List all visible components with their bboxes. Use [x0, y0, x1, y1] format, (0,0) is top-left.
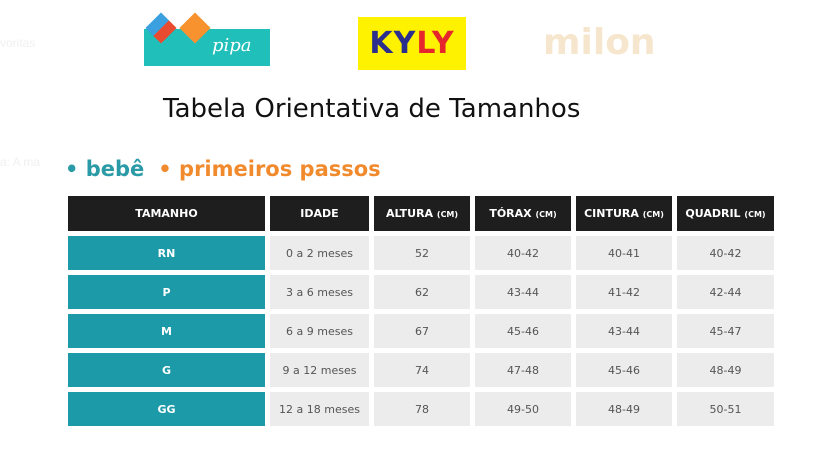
- size-cell: G: [68, 353, 265, 387]
- column-header: TÓRAX (CM): [475, 196, 571, 231]
- column-header-label: TÓRAX: [489, 207, 532, 220]
- column-header: QUADRIL (CM): [677, 196, 774, 231]
- column-header-unit: (CM): [436, 210, 459, 219]
- column-header: ALTURA (CM): [374, 196, 470, 231]
- column-header: TAMANHO: [68, 196, 265, 231]
- column-header: CINTURA (CM): [576, 196, 672, 231]
- table-cell: 43-44: [576, 314, 672, 348]
- table-cell: 49-50: [475, 392, 571, 426]
- kyly-logo: KYLY: [358, 17, 466, 70]
- column-header: IDADE: [270, 196, 369, 231]
- table-row: RN 0 a 2 meses 52 40-42 40-41 40-42: [68, 236, 774, 270]
- column-header-label: IDADE: [300, 207, 339, 220]
- kyly-letters: KY: [369, 26, 417, 61]
- table-cell: 47-48: [475, 353, 571, 387]
- table-cell: 40-42: [475, 236, 571, 270]
- table-header-row: TAMANHO IDADE ALTURA (CM) TÓRAX (CM) CINTURA…: [68, 196, 774, 231]
- table-cell: 48-49: [677, 353, 774, 387]
- table-cell: 45-46: [576, 353, 672, 387]
- table-cell: 43-44: [475, 275, 571, 309]
- column-header-label: CINTURA: [584, 207, 639, 220]
- size-cell: M: [68, 314, 265, 348]
- table-cell: 42-44: [677, 275, 774, 309]
- category-labels: • bebê • primeiros passos: [65, 157, 381, 181]
- column-header-label: ALTURA: [385, 207, 434, 220]
- size-table: TAMANHO IDADE ALTURA (CM) TÓRAX (CM) CINTURA…: [63, 191, 779, 431]
- kite-icon: [179, 12, 211, 44]
- table-cell: 41-42: [576, 275, 672, 309]
- size-cell: GG: [68, 392, 265, 426]
- size-cell: RN: [68, 236, 265, 270]
- background-text: a: A ma: [0, 155, 41, 169]
- table-cell: 9 a 12 meses: [270, 353, 369, 387]
- column-header-unit: (CM): [642, 210, 664, 219]
- background-text: voritas: [0, 36, 36, 50]
- milon-logo: milon: [543, 22, 656, 63]
- table-cell: 0 a 2 meses: [270, 236, 369, 270]
- table-cell: 6 a 9 meses: [270, 314, 369, 348]
- table-cell: 74: [374, 353, 470, 387]
- table-cell: 50-51: [677, 392, 774, 426]
- column-header-label: QUADRIL: [685, 207, 741, 220]
- column-header-unit: (CM): [744, 210, 766, 219]
- table-cell: 45-46: [475, 314, 571, 348]
- kyly-letters: LY: [416, 26, 455, 61]
- size-cell: P: [68, 275, 265, 309]
- table-cell: 67: [374, 314, 470, 348]
- category-primeiros-passos: • primeiros passos: [158, 157, 381, 181]
- table-cell: 45-47: [677, 314, 774, 348]
- table-cell: 40-41: [576, 236, 672, 270]
- column-header-label: TAMANHO: [135, 207, 198, 220]
- table-cell: 12 a 18 meses: [270, 392, 369, 426]
- table-cell: 62: [374, 275, 470, 309]
- column-header-unit: (CM): [535, 210, 557, 219]
- table-row: GG 12 a 18 meses 78 49-50 48-49 50-51: [68, 392, 774, 426]
- pipa-logo-text: pipa: [212, 35, 252, 56]
- page-title: Tabela Orientativa de Tamanhos: [163, 94, 581, 124]
- table-cell: 78: [374, 392, 470, 426]
- table-cell: 48-49: [576, 392, 672, 426]
- pipa-logo: pipa: [144, 12, 270, 66]
- table-cell: 40-42: [677, 236, 774, 270]
- kite-icon: [145, 12, 177, 44]
- category-bebe: • bebê: [65, 157, 145, 181]
- table-cell: 52: [374, 236, 470, 270]
- table-cell: 3 a 6 meses: [270, 275, 369, 309]
